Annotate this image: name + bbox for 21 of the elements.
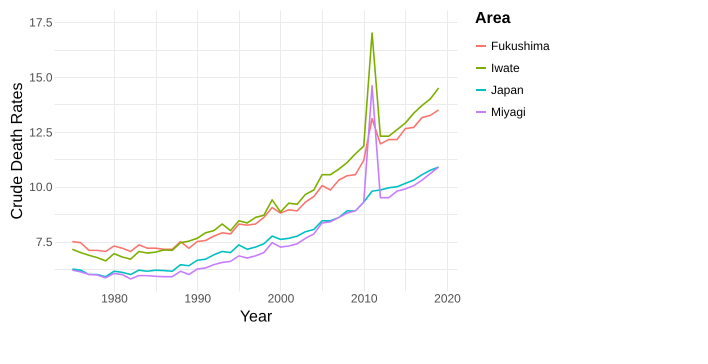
y-axis-title: Crude Death Rates (9, 82, 26, 220)
x-tick-label: 2000 (268, 292, 295, 306)
legend-title: Area (475, 10, 511, 27)
y-tick-label: 17.5 (29, 16, 53, 30)
line-series (72, 109, 440, 252)
legend-label: Iwate (491, 61, 520, 75)
y-tick-label: 7.5 (36, 235, 53, 250)
legend-label: Miyagi (491, 105, 526, 119)
legend-label: Japan (491, 83, 524, 97)
line-series (72, 32, 440, 262)
x-tick-label: 1990 (184, 292, 212, 306)
y-tick-label: 15.0 (29, 70, 53, 84)
legend-label: Fukushima (491, 39, 550, 53)
y-tick-label: 12.5 (29, 125, 53, 140)
x-tick-label: 2010 (350, 292, 378, 306)
x-tick-label: 2020 (434, 292, 462, 306)
line-series (72, 166, 440, 278)
x-tick-label: 1980 (101, 292, 128, 306)
y-tick-label: 10.0 (29, 180, 53, 194)
x-axis-title: Year (240, 308, 273, 326)
line-series (72, 84, 440, 280)
